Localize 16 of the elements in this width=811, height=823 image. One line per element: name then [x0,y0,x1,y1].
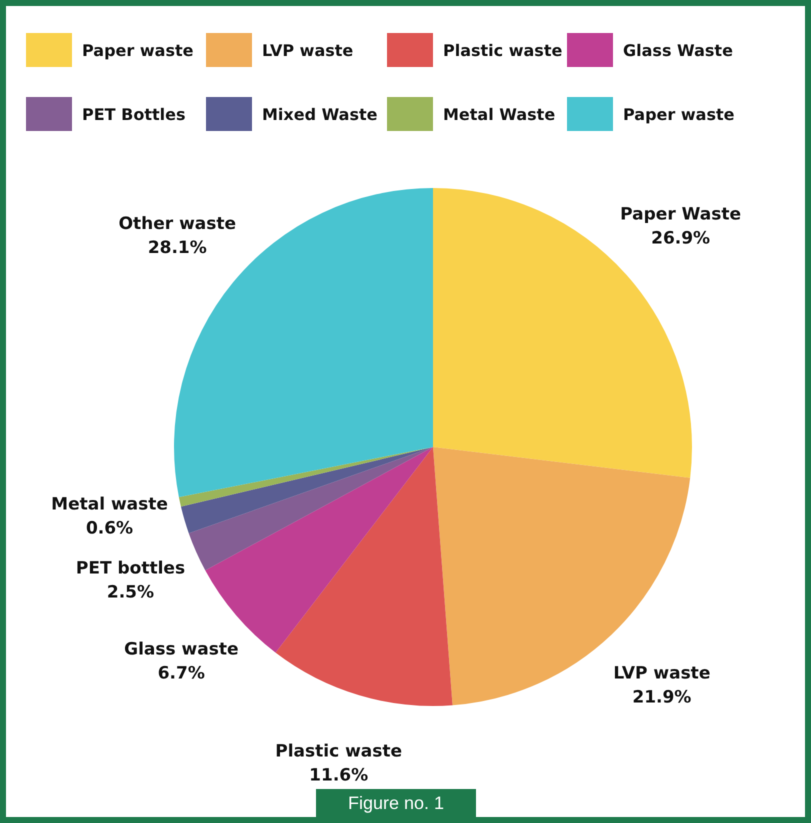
data-label: PET bottles 2.5% [76,558,186,603]
legend-label: Mixed Waste [262,104,378,124]
legend-label: Paper waste [82,40,194,60]
text: Figure no. 1 [316,789,476,817]
legend-label: Metal Waste [443,104,556,124]
legend-label: Plastic waste [443,40,562,60]
data-label: LVP waste 21.9% [613,664,710,708]
data-label: Other waste 28.1% [118,214,236,258]
legend-label: Glass Waste [623,40,733,60]
data-label: Plastic waste 11.6% [275,742,402,786]
data-label: Paper Waste 26.9% [620,204,742,249]
data-label: Glass waste 6.7% [124,639,238,684]
legend-label: LVP waste [262,40,354,60]
data-label: Metal waste 0.6% [51,494,168,539]
legend-label: PET Bottles [82,104,186,124]
legend-label: Paper waste [623,104,734,124]
